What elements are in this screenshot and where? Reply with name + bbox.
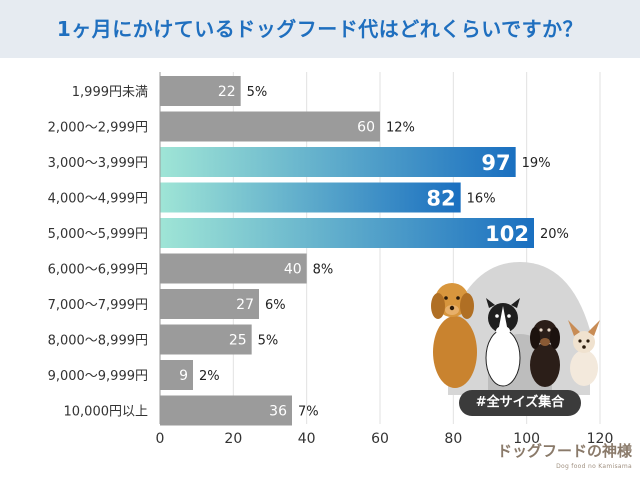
value-label: 60 [357, 120, 375, 136]
dogs-illustration [431, 262, 600, 395]
bar [160, 111, 380, 142]
bar [160, 76, 241, 106]
brand-tagline: Dog food no Kamisama [556, 463, 632, 470]
percent-label: 19% [522, 156, 551, 171]
value-label: 82 [426, 187, 455, 211]
category-label: 9,000〜9,999円 [48, 369, 148, 384]
percent-label: 7% [298, 405, 319, 420]
bar [160, 324, 252, 355]
value-label: 25 [229, 333, 247, 349]
bar [160, 253, 307, 284]
category-label: 7,000〜7,999円 [48, 298, 148, 313]
percent-label: 20% [540, 227, 569, 242]
bar [160, 289, 259, 319]
percent-label: 12% [386, 121, 415, 136]
value-label: 102 [485, 222, 529, 246]
category-label: 4,000〜4,999円 [48, 192, 148, 207]
x-tick-label: 120 [587, 431, 614, 447]
title-bar [0, 0, 640, 58]
brand-logo: ドッグフードの神様 Dog food no Kamisama [497, 444, 632, 474]
value-label: 36 [269, 404, 287, 420]
percent-label: 16% [467, 192, 496, 207]
x-tick-label: 80 [444, 431, 462, 447]
value-label: 22 [218, 84, 236, 100]
category-label: 1,999円未満 [72, 85, 148, 100]
bar [160, 395, 292, 426]
x-tick-label: 60 [371, 431, 389, 447]
percent-label: 5% [258, 334, 279, 349]
x-tick-label: 0 [156, 431, 165, 447]
percent-label: 6% [265, 298, 286, 313]
bar [160, 218, 534, 248]
category-label: 3,000〜3,999円 [48, 156, 148, 171]
x-axis: 0 20 40 60 80 100 120 1,999円未満 2,000〜2,999円 3,000… [48, 72, 614, 447]
chart-title: 1ヶ月にかけているドッグフード代はどれくらいですか？ [56, 17, 584, 41]
bar [160, 147, 516, 177]
value-label: 9 [179, 368, 188, 384]
brand-name: ドッグフードの神様 [496, 442, 632, 460]
percent-label: 2% [199, 369, 220, 384]
bar [160, 360, 193, 390]
x-tick-label: 20 [224, 431, 242, 447]
value-label: 97 [481, 151, 510, 175]
x-tick-label: 40 [298, 431, 316, 447]
category-label: 10,000円以上 [64, 405, 149, 420]
percent-label: 5% [247, 85, 268, 100]
category-label: 8,000〜8,999円 [48, 334, 148, 349]
bar [160, 182, 461, 213]
percent-label: 8% [313, 263, 334, 278]
value-label: 40 [284, 262, 302, 278]
x-tick-label: 100 [513, 431, 540, 447]
value-label: 27 [236, 297, 254, 313]
category-label: 6,000〜6,999円 [48, 263, 148, 278]
bars: 22 5% 60 12% 97 19% 82 16% 102 20% 40 8% 27 6% 25 5% 9 2%… [160, 76, 569, 426]
sample-badge: #全サイズ集合 [459, 390, 581, 416]
category-label: 2,000〜2,999円 [48, 121, 148, 136]
category-label: 5,000〜5,999円 [48, 227, 148, 242]
